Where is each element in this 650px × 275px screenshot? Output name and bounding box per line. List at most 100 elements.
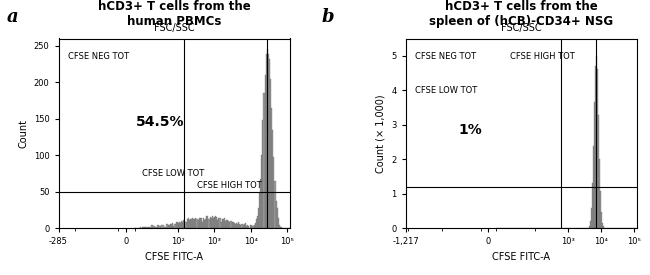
Bar — [595, 66, 596, 228]
Bar — [237, 224, 238, 228]
Bar — [234, 223, 235, 228]
Bar — [258, 208, 259, 228]
Bar — [272, 130, 274, 228]
Bar — [203, 218, 204, 228]
Bar — [199, 218, 200, 228]
Bar — [233, 222, 234, 228]
Bar — [213, 218, 214, 228]
Bar — [204, 221, 205, 228]
Bar — [211, 218, 212, 228]
Bar — [599, 160, 600, 228]
Bar — [226, 220, 228, 228]
Bar — [215, 216, 216, 228]
Bar — [216, 217, 217, 228]
Bar — [265, 75, 266, 228]
Bar — [591, 208, 592, 228]
Bar — [148, 227, 150, 228]
Bar — [270, 79, 271, 228]
Bar — [227, 220, 228, 228]
Bar — [179, 222, 180, 228]
Bar — [240, 225, 241, 228]
Bar — [170, 224, 171, 228]
Bar — [144, 227, 145, 228]
Bar — [276, 201, 277, 228]
Text: CFSE LOW TOT: CFSE LOW TOT — [142, 169, 204, 178]
Bar — [223, 219, 224, 228]
Text: FSC/SSC: FSC/SSC — [501, 23, 541, 33]
Bar — [254, 225, 255, 228]
Bar — [594, 102, 595, 228]
Bar — [603, 226, 604, 228]
Bar — [244, 224, 245, 228]
Bar — [593, 146, 594, 228]
Bar — [601, 212, 602, 228]
Bar — [196, 219, 198, 228]
Bar — [192, 218, 193, 228]
Bar — [157, 225, 159, 228]
Text: CFSE HIGH TOT: CFSE HIGH TOT — [510, 52, 575, 61]
Bar — [207, 216, 209, 228]
Bar — [596, 56, 597, 228]
Bar — [246, 226, 247, 228]
Bar — [250, 225, 252, 228]
Bar — [279, 225, 280, 228]
Bar — [146, 227, 148, 228]
Bar — [201, 218, 202, 228]
Y-axis label: Count: Count — [18, 119, 28, 148]
Bar — [248, 226, 249, 228]
Bar — [168, 225, 169, 228]
Text: 1%: 1% — [458, 123, 482, 137]
Bar — [214, 217, 215, 228]
Title: hCD3+ T cells from the
spleen of (hCB)-CD34+ NSG: hCD3+ T cells from the spleen of (hCB)-C… — [429, 0, 614, 28]
Bar — [280, 227, 281, 228]
Bar — [209, 217, 211, 228]
Bar — [222, 219, 223, 228]
Bar — [150, 227, 151, 228]
Bar — [187, 219, 188, 228]
Bar — [193, 219, 194, 228]
Bar — [191, 219, 192, 228]
Bar — [166, 224, 168, 228]
Bar — [260, 179, 261, 228]
Bar — [259, 193, 260, 228]
Bar — [155, 227, 157, 228]
Bar — [597, 69, 598, 228]
Text: b: b — [322, 8, 334, 26]
Bar — [238, 222, 239, 228]
Bar — [151, 226, 153, 228]
Bar — [206, 216, 207, 228]
Bar — [602, 223, 603, 228]
Bar — [600, 191, 601, 228]
Bar — [182, 222, 183, 228]
Bar — [241, 224, 242, 228]
Bar — [598, 115, 599, 228]
Bar — [281, 227, 282, 228]
Text: CFSE HIGH TOT: CFSE HIGH TOT — [198, 181, 262, 190]
Bar — [235, 224, 236, 228]
Bar — [255, 219, 257, 228]
Text: a: a — [6, 8, 18, 26]
Bar — [590, 221, 591, 228]
Bar — [177, 223, 179, 228]
Bar — [164, 227, 166, 228]
Bar — [261, 155, 263, 228]
Bar — [161, 226, 164, 228]
Bar — [592, 183, 593, 228]
Bar — [183, 220, 185, 228]
Title: hCD3+ T cells from the
human PBMCs: hCD3+ T cells from the human PBMCs — [98, 0, 251, 28]
Bar — [188, 220, 190, 228]
Bar — [266, 50, 268, 228]
Bar — [176, 222, 177, 228]
Bar — [220, 222, 222, 228]
Bar — [245, 223, 246, 228]
Bar — [185, 222, 187, 228]
Bar — [174, 224, 176, 228]
Bar — [171, 224, 172, 228]
Bar — [198, 220, 199, 228]
Bar — [239, 224, 240, 228]
Bar — [269, 59, 270, 228]
Bar — [257, 216, 258, 228]
Bar — [190, 219, 191, 228]
Bar — [274, 181, 276, 228]
Text: 54.5%: 54.5% — [136, 115, 185, 129]
